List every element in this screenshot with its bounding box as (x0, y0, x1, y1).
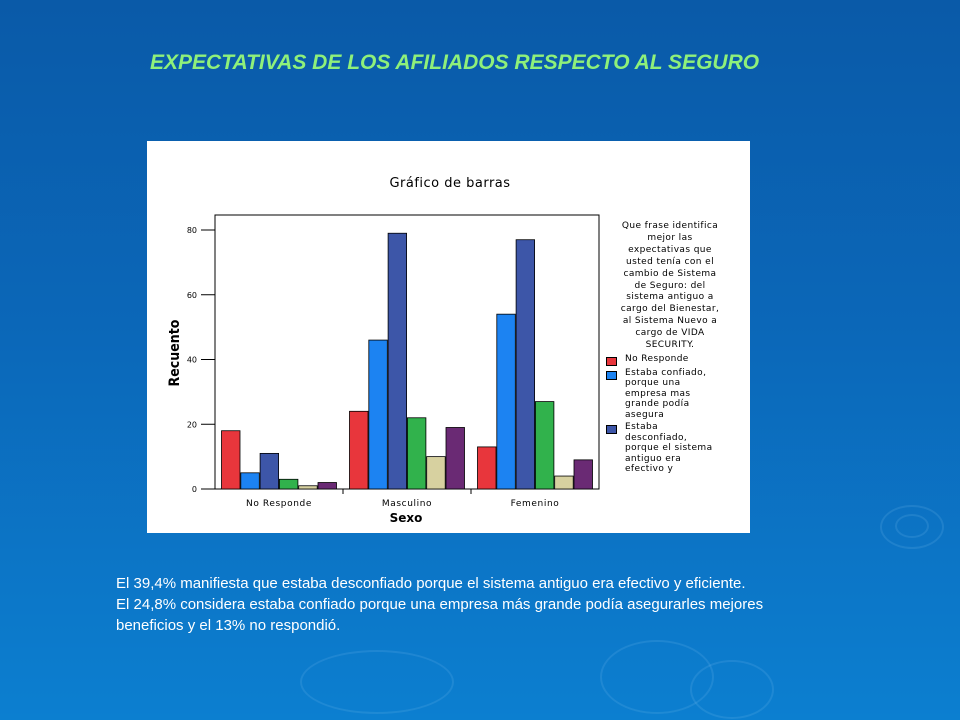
ripple-decoration (880, 505, 944, 549)
bar (477, 446, 497, 490)
ripple-decoration (895, 514, 929, 538)
legend-swatch (606, 425, 617, 435)
bar-chart: Gráfico de barras 0 20 40 60 80 No Responde M… (167, 176, 600, 525)
bar (406, 417, 427, 490)
legend-label: Estaba confiado, porque una empresa mas … (625, 367, 707, 420)
y-tick-label: 80 (187, 226, 197, 235)
legend-item: Estaba desconfiado, porque el sistema an… (600, 422, 740, 475)
x-tick-label: Femenino (511, 499, 560, 509)
bar (573, 459, 593, 490)
bar (554, 475, 574, 490)
bar (259, 452, 279, 490)
bar (426, 456, 446, 490)
summary-line: El 39,4% manifiesta que estaba desconfia… (116, 575, 746, 592)
legend-item: Estaba confiado, porque una empresa mas … (600, 368, 740, 421)
summary-line: beneficios y el 13% no respondió. (116, 617, 341, 634)
legend-swatch (606, 370, 617, 380)
legend-item: No Responde (600, 354, 740, 366)
bar (278, 478, 299, 490)
chart-panel: Gráfico de barras 0 20 40 60 80 No Responde M… (147, 141, 750, 533)
summary-line: El 24,8% considera estaba confiado porqu… (116, 596, 764, 613)
bar (387, 232, 408, 490)
y-tick-label: 40 (187, 356, 197, 365)
chart-legend: Que frase identifica mejor las expectati… (600, 215, 740, 495)
legend-swatch (606, 356, 617, 366)
y-tick-label: 20 (187, 420, 197, 429)
bar (534, 401, 555, 490)
bar (317, 482, 337, 490)
bar (515, 239, 536, 490)
y-tick-label: 0 (192, 485, 197, 494)
ripple-decoration (300, 650, 454, 714)
x-axis-label: Sexo (390, 511, 423, 525)
x-tick-label: No Responde (246, 499, 312, 509)
x-tick-label: Masculino (382, 499, 432, 509)
summary-text: El 39,4% manifiesta que estaba desconfia… (116, 573, 916, 636)
bar (368, 339, 388, 490)
legend-label: Estaba desconfiado, porque el sistema an… (625, 422, 713, 475)
legend-title: Que frase identifica mejor las expectati… (620, 221, 720, 351)
bar (221, 430, 241, 490)
y-axis-label: Recuento (167, 319, 183, 386)
y-tick-label: 60 (187, 291, 197, 300)
ripple-decoration (690, 660, 774, 719)
chart-title: Gráfico de barras (389, 176, 510, 191)
legend-label: No Responde (625, 353, 689, 364)
slide-title: EXPECTATIVAS DE LOS AFILIADOS RESPECTO A… (150, 51, 760, 74)
bar (349, 410, 369, 490)
bar (298, 485, 318, 490)
bar (240, 472, 260, 490)
bar (445, 427, 465, 490)
bar (496, 313, 516, 490)
